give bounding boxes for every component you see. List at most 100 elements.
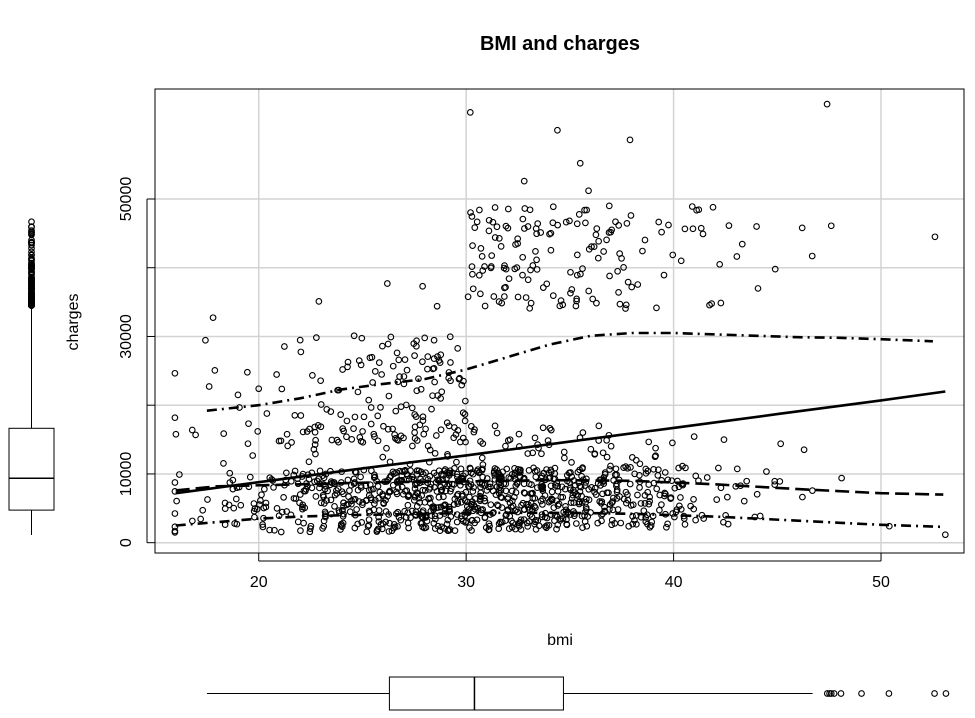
charges-outlier bbox=[28, 218, 35, 226]
data-point bbox=[575, 211, 583, 218]
data-point bbox=[495, 490, 503, 497]
data-point bbox=[297, 527, 304, 534]
data-point bbox=[582, 219, 589, 227]
data-point bbox=[273, 504, 281, 512]
data-point bbox=[408, 404, 416, 412]
data-point bbox=[437, 487, 445, 495]
data-point bbox=[313, 334, 320, 341]
data-point bbox=[668, 477, 676, 485]
data-point bbox=[226, 469, 234, 477]
data-point bbox=[626, 136, 634, 144]
data-point bbox=[171, 479, 179, 486]
data-point bbox=[477, 438, 484, 445]
x-tick-label: 30 bbox=[457, 574, 475, 591]
data-point bbox=[171, 529, 179, 536]
data-point bbox=[716, 260, 724, 268]
data-point bbox=[798, 224, 806, 232]
data-point bbox=[568, 286, 576, 293]
data-point bbox=[401, 467, 408, 475]
data-point bbox=[356, 434, 364, 441]
data-point bbox=[538, 450, 545, 458]
data-point bbox=[526, 206, 534, 214]
data-point bbox=[305, 458, 313, 466]
data-point bbox=[448, 480, 456, 488]
data-point bbox=[647, 522, 655, 529]
data-point bbox=[708, 300, 715, 307]
data-point bbox=[528, 481, 535, 488]
data-point bbox=[483, 487, 491, 494]
x-tick-label: 50 bbox=[872, 574, 890, 591]
data-point bbox=[608, 499, 616, 507]
data-point bbox=[596, 498, 604, 505]
data-point bbox=[723, 493, 731, 501]
data-point bbox=[466, 524, 473, 531]
data-point bbox=[306, 528, 314, 536]
data-point bbox=[507, 503, 515, 511]
data-point bbox=[391, 523, 399, 531]
data-point bbox=[426, 472, 434, 480]
data-point bbox=[481, 497, 489, 505]
data-point bbox=[490, 293, 498, 300]
data-point bbox=[454, 427, 462, 434]
data-point bbox=[350, 425, 357, 432]
data-point bbox=[481, 263, 488, 270]
data-point bbox=[645, 438, 653, 446]
data-point bbox=[543, 280, 551, 288]
data-point bbox=[441, 505, 449, 513]
data-point bbox=[547, 229, 555, 237]
data-point bbox=[467, 422, 475, 430]
data-point bbox=[603, 436, 611, 444]
data-point bbox=[350, 475, 358, 483]
data-point bbox=[427, 494, 434, 502]
data-point bbox=[754, 285, 762, 292]
data-point bbox=[644, 467, 652, 475]
data-point bbox=[579, 524, 586, 532]
data-point bbox=[385, 528, 393, 535]
data-point bbox=[209, 314, 217, 322]
data-point bbox=[551, 470, 559, 478]
data-point bbox=[478, 454, 486, 462]
data-point bbox=[309, 372, 316, 379]
data-point bbox=[800, 446, 808, 454]
data-point bbox=[585, 245, 593, 253]
data-point bbox=[681, 521, 689, 528]
data-point bbox=[458, 491, 466, 498]
data-point bbox=[467, 469, 475, 477]
data-point bbox=[438, 388, 446, 396]
data-point bbox=[461, 417, 469, 425]
data-point bbox=[354, 520, 362, 528]
data-point bbox=[575, 500, 583, 508]
data-point bbox=[365, 516, 373, 524]
data-point bbox=[486, 480, 494, 488]
data-point bbox=[389, 425, 397, 433]
data-point bbox=[573, 295, 580, 303]
data-point bbox=[513, 264, 521, 271]
data-point bbox=[593, 299, 600, 307]
data-point bbox=[370, 430, 378, 438]
data-point bbox=[489, 218, 497, 226]
data-point bbox=[476, 206, 483, 214]
data-point bbox=[453, 458, 460, 466]
data-point bbox=[377, 403, 384, 411]
data-point bbox=[573, 297, 580, 305]
data-point bbox=[291, 467, 299, 475]
data-point bbox=[303, 428, 311, 435]
data-point bbox=[447, 359, 454, 366]
data-point bbox=[471, 224, 479, 231]
data-point bbox=[384, 340, 392, 348]
data-point bbox=[579, 464, 586, 471]
data-point bbox=[771, 481, 779, 489]
data-point bbox=[485, 526, 493, 534]
data-point bbox=[479, 267, 487, 274]
data-point bbox=[620, 464, 627, 472]
data-point bbox=[205, 383, 213, 390]
charges-boxplot bbox=[8, 218, 55, 535]
data-point bbox=[171, 510, 179, 517]
data-point bbox=[311, 423, 319, 431]
data-point bbox=[547, 246, 555, 254]
data-point bbox=[641, 236, 649, 244]
data-point bbox=[591, 488, 598, 496]
data-point bbox=[477, 290, 484, 298]
data-point bbox=[617, 519, 625, 527]
data-point bbox=[457, 498, 465, 506]
